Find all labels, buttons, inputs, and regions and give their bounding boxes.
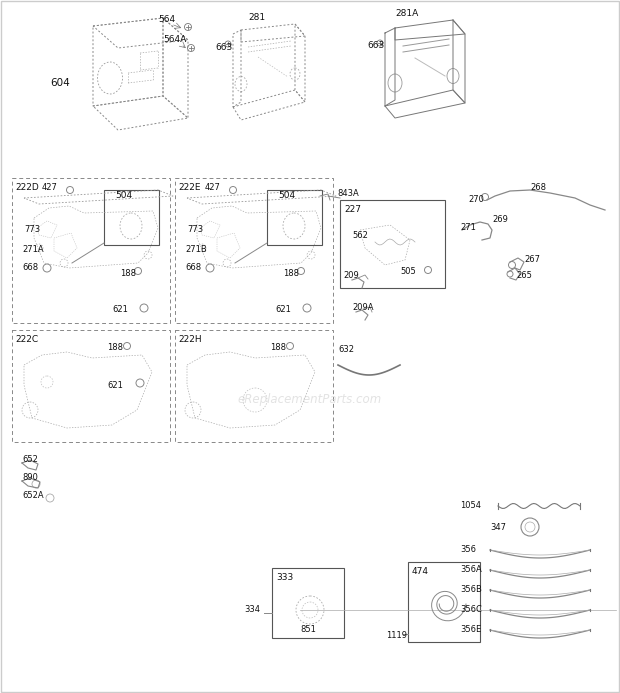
Bar: [175, 330, 333, 442]
Bar: [340, 200, 445, 288]
Text: 562: 562: [352, 231, 368, 240]
Text: 356: 356: [460, 545, 476, 554]
Text: 334: 334: [244, 606, 260, 615]
Bar: [175, 178, 333, 323]
Bar: [12, 178, 170, 323]
Text: 209: 209: [343, 272, 359, 281]
Text: 356A: 356A: [460, 565, 482, 574]
Text: eReplacementParts.com: eReplacementParts.com: [238, 394, 382, 407]
Text: 663: 663: [215, 42, 232, 51]
Text: 222D: 222D: [15, 182, 38, 191]
Text: 843A: 843A: [337, 189, 359, 198]
Text: 267: 267: [524, 256, 540, 265]
Text: 668: 668: [185, 263, 201, 272]
Text: 427: 427: [42, 184, 58, 193]
Text: 188: 188: [270, 344, 286, 353]
Text: 271A: 271A: [22, 245, 43, 254]
Text: 1054: 1054: [460, 500, 481, 509]
Text: 621: 621: [275, 306, 291, 315]
Text: 209A: 209A: [352, 304, 373, 313]
Text: 281: 281: [248, 12, 265, 21]
Text: 621: 621: [112, 306, 128, 315]
Text: 356C: 356C: [460, 606, 482, 615]
Text: 271B: 271B: [185, 245, 206, 254]
Bar: [12, 330, 170, 442]
Text: 773: 773: [187, 225, 203, 234]
Text: 652A: 652A: [22, 491, 43, 500]
Text: 270: 270: [468, 195, 484, 204]
Text: 504: 504: [278, 191, 295, 200]
Text: 668: 668: [22, 263, 38, 272]
Text: 269: 269: [492, 216, 508, 225]
Text: 474: 474: [412, 566, 429, 575]
Text: 222H: 222H: [178, 335, 202, 344]
Text: 281A: 281A: [395, 8, 418, 17]
Text: 188: 188: [120, 268, 136, 277]
Text: 227: 227: [344, 204, 361, 213]
Text: 222E: 222E: [178, 182, 200, 191]
Text: 1119: 1119: [386, 631, 407, 640]
Text: 621: 621: [107, 380, 123, 389]
Bar: [272, 568, 344, 638]
Text: 271: 271: [460, 224, 476, 232]
Text: 652: 652: [22, 455, 38, 464]
Text: 222C: 222C: [15, 335, 38, 344]
Text: 188: 188: [283, 268, 299, 277]
Bar: [408, 562, 480, 642]
Text: 356E: 356E: [460, 626, 481, 635]
Text: 347: 347: [490, 523, 506, 532]
Text: 663: 663: [367, 42, 384, 51]
Bar: [104, 190, 159, 245]
Text: 773: 773: [24, 225, 40, 234]
Text: 356B: 356B: [460, 586, 482, 595]
Text: 333: 333: [276, 572, 293, 581]
Text: 632: 632: [338, 346, 354, 355]
Text: 188: 188: [107, 344, 123, 353]
Text: 890: 890: [22, 473, 38, 482]
Text: 505: 505: [400, 267, 416, 277]
Text: 564: 564: [158, 15, 175, 24]
Text: 268: 268: [530, 184, 546, 193]
Text: 604: 604: [50, 78, 69, 88]
Text: 851: 851: [300, 626, 316, 635]
Text: 504: 504: [115, 191, 132, 200]
Text: 265: 265: [516, 272, 532, 281]
Bar: [267, 190, 322, 245]
Text: 564A: 564A: [163, 35, 186, 44]
Text: 427: 427: [205, 184, 221, 193]
